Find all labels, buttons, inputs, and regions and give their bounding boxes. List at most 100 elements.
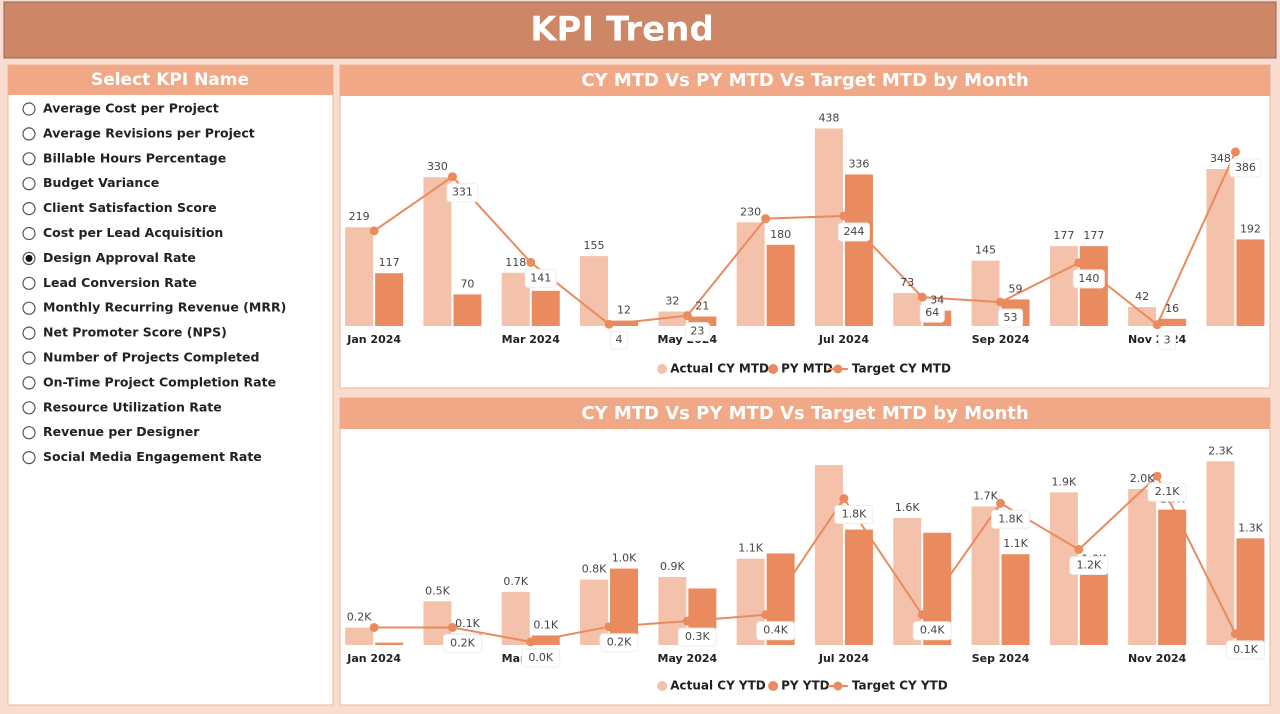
data-label: 0.8K [582,563,607,576]
data-label: 1.8K [842,508,867,521]
data-label: 1.1K [738,542,763,555]
data-label: 219 [349,210,370,223]
x-tick-label: May 2024 [658,652,718,665]
target-point [447,622,457,632]
data-label: 21 [695,300,709,313]
x-tick-label: Sep 2024 [972,333,1030,346]
radio-button[interactable] [22,376,36,390]
data-label: 1.2K [1076,558,1101,571]
kpi-option[interactable]: Resource Utilization Rate [43,399,222,414]
target-point [996,498,1006,508]
data-label: 330 [427,160,448,173]
chart-title: CY MTD Vs PY MTD Vs Target MTD by Month [581,403,1028,424]
data-label: 1.0K [612,552,637,565]
kpi-option[interactable]: Average Cost per Project [43,101,219,116]
data-label-box [834,505,874,525]
data-label: 1.1K [1003,537,1028,550]
data-label: 73 [900,276,914,289]
data-label: 0.1K [533,618,558,631]
kpi-option[interactable]: Social Media Engagement Rate [43,449,262,464]
data-label-box [1147,482,1187,502]
chart-title: CY MTD Vs PY MTD Vs Target MTD by Month [581,70,1028,91]
data-label: 118 [505,256,526,269]
kpi-option[interactable]: Cost per Lead Acquisition [43,225,223,240]
target-point [996,297,1006,307]
kpi-option[interactable]: Monthly Recurring Revenue (MRR) [43,300,286,315]
legend-marker [768,364,779,374]
chart-panel [339,397,1271,706]
data-label: 0.5K [425,584,450,597]
kpi-options: Average Cost per Project Average Revision… [22,101,286,465]
target-point [1152,320,1162,330]
bar [453,294,482,326]
bar [345,227,374,326]
data-label-box [677,627,717,647]
bar [345,627,374,645]
kpi-option[interactable]: Revenue per Designer [43,424,200,439]
data-label: 0.3K [685,630,710,643]
kpi-option[interactable]: Budget Variance [43,175,159,190]
kpi-option[interactable]: Billable Hours Percentage [43,150,226,165]
bar [688,316,717,326]
bar [971,260,1000,326]
bar [375,273,404,326]
radio-button[interactable] [22,152,36,166]
radio-button[interactable] [22,426,36,440]
radio-button[interactable] [22,177,36,191]
bar [1128,307,1157,326]
data-label-box [1069,555,1109,575]
bar [736,222,765,326]
data-label: 331 [452,186,473,199]
data-label-box [837,222,870,242]
data-label: 336 [848,157,869,170]
data-label: 1.9K [1051,475,1076,488]
kpi-option[interactable]: Net Promoter Score (NPS) [43,325,227,340]
kpi-panel-title: Select KPI Name [91,70,249,90]
data-label: 0.0K [528,651,553,664]
bar [501,591,530,645]
bar [1079,569,1108,645]
radio-button[interactable] [22,451,36,465]
header-bar [3,1,1277,59]
data-label-box [1072,269,1105,289]
target-point [1230,147,1240,157]
radio-button[interactable] [22,301,36,315]
radio-button[interactable] [22,351,36,365]
radio-button[interactable] [22,226,36,241]
kpi-option[interactable]: Average Revisions per Project [43,125,255,140]
bar [1206,461,1235,645]
x-tick-label: Nov 2024 [1128,652,1187,665]
legend-marker [657,364,668,374]
bar [814,465,843,645]
data-label: 1.6K [895,501,920,514]
data-label-box [919,303,945,323]
data-label: 192 [1240,222,1261,235]
legend-marker [833,364,843,374]
x-tick-label: Sep 2024 [972,652,1030,665]
data-label-box [912,621,952,641]
radio-button[interactable] [22,102,36,116]
kpi-option[interactable]: Client Satisfaction Score [43,200,217,215]
radio-button[interactable] [22,127,36,141]
radio-button[interactable] [22,276,36,290]
data-label: 0.1K [455,617,480,630]
kpi-option[interactable]: Design Approval Rate [43,250,196,265]
data-label-box [991,509,1031,529]
kpi-option[interactable]: Number of Projects Completed [43,350,259,365]
data-label: 34 [930,294,944,307]
x-tick-label: Jul 2024 [818,652,869,665]
bar [1128,489,1157,645]
radio-button[interactable] [22,401,36,415]
bar [531,290,560,326]
data-label: 177 [1083,229,1104,242]
bar [1236,239,1265,326]
kpi-option[interactable]: Lead Conversion Rate [43,275,197,290]
radio-button[interactable] [22,202,36,216]
data-label: 0.2K [347,611,372,624]
data-label-box [1225,640,1265,660]
kpi-option[interactable]: On-Time Project Completion Rate [43,374,276,389]
data-label: 386 [1235,161,1256,174]
charts: CY MTD Vs PY MTD Vs Target MTD by Month J… [339,64,1271,706]
bar [375,642,404,645]
radio-button[interactable] [22,326,36,340]
